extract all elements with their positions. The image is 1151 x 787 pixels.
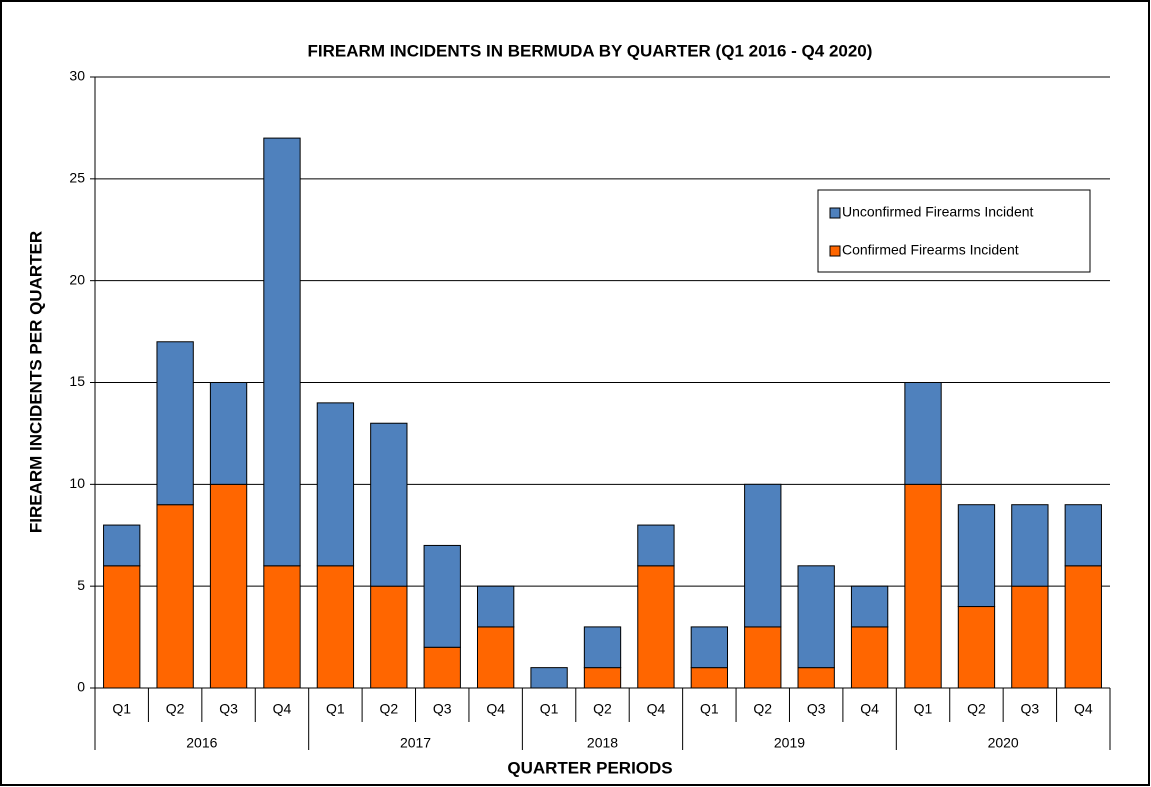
bar-segment xyxy=(637,524,675,567)
x-tick-label: Q3 xyxy=(433,701,452,717)
bar-segment xyxy=(370,585,408,689)
bar-segment xyxy=(637,565,675,689)
bar-segment xyxy=(904,382,942,485)
bar-segment xyxy=(690,667,729,689)
bar-segment xyxy=(530,667,568,689)
bar-segment xyxy=(103,524,141,567)
x-tick-label: Q2 xyxy=(166,701,185,717)
bar-segment xyxy=(583,667,622,689)
bar-segment xyxy=(263,137,301,567)
bar-segment xyxy=(744,626,782,689)
bar-segment xyxy=(1064,504,1102,567)
x-tick-label: Q2 xyxy=(379,701,398,717)
x-tick-label: Q1 xyxy=(112,701,131,717)
bar-segment xyxy=(1064,565,1102,689)
x-tick-label: Q1 xyxy=(700,701,719,717)
bar-segment xyxy=(209,382,248,485)
bar-segment xyxy=(850,626,889,689)
x-tick-label: Q3 xyxy=(1021,701,1040,717)
x-tick-label: Q3 xyxy=(219,701,238,717)
bar-segment xyxy=(476,585,515,628)
x-tick-label: Q2 xyxy=(753,701,772,717)
bar-segment xyxy=(744,483,782,628)
bar-segment xyxy=(316,402,355,567)
bar-segment xyxy=(316,565,355,689)
y-tick-label: 5 xyxy=(77,577,85,593)
bar-segment xyxy=(957,504,996,608)
bar-segment xyxy=(263,565,301,689)
bar-segment xyxy=(850,585,889,628)
group-label: 2018 xyxy=(587,735,618,751)
x-tick-label: Q2 xyxy=(967,701,986,717)
bar-segment xyxy=(423,646,461,689)
legend: Unconfirmed Firearms Incident Confirmed F… xyxy=(817,189,1091,273)
x-axis-title: QUARTER PERIODS xyxy=(507,758,672,777)
x-tick-label: Q4 xyxy=(1074,701,1093,717)
x-tick-label: Q4 xyxy=(273,701,292,717)
bar-segment xyxy=(103,565,141,689)
x-tick-label: Q1 xyxy=(914,701,933,717)
y-tick-label: 30 xyxy=(69,68,85,84)
bar-segment xyxy=(209,483,248,689)
bar-segment xyxy=(583,626,622,669)
group-label: 2020 xyxy=(988,735,1019,751)
legend-swatch xyxy=(829,245,841,257)
y-tick-label: 25 xyxy=(69,170,85,186)
legend-label: Unconfirmed Firearms Incident xyxy=(842,204,1034,220)
x-tick-label: Q4 xyxy=(647,701,666,717)
x-tick-label: Q2 xyxy=(593,701,612,717)
bar-segment xyxy=(904,483,942,689)
chart-title: FIREARM INCIDENTS IN BERMUDA BY QUARTER … xyxy=(308,41,873,60)
bar-segment xyxy=(156,341,194,506)
bar-segment xyxy=(797,565,835,669)
x-tick-label: Q1 xyxy=(540,701,559,717)
y-tick-label: 20 xyxy=(69,271,85,287)
bar-segment xyxy=(690,626,729,669)
x-tick-label: Q3 xyxy=(807,701,826,717)
y-tick-label: 10 xyxy=(69,475,85,491)
bar-segment xyxy=(370,422,408,587)
y-axis-title: FIREARM INCIDENTS PER QUARTER xyxy=(26,231,45,533)
group-label: 2016 xyxy=(186,735,217,751)
x-tick-label: Q1 xyxy=(326,701,345,717)
bar-segment xyxy=(1011,585,1049,689)
bar-segment xyxy=(476,626,515,689)
group-label: 2019 xyxy=(774,735,805,751)
bar-segment xyxy=(957,606,996,689)
bar-segment xyxy=(797,667,835,689)
legend-label: Confirmed Firearms Incident xyxy=(842,242,1019,258)
y-tick-label: 0 xyxy=(77,679,85,695)
bar-segment xyxy=(423,544,461,648)
y-tick-label: 15 xyxy=(69,373,85,389)
bar-segment xyxy=(1011,504,1049,587)
bar-segment xyxy=(156,504,194,689)
group-label: 2017 xyxy=(400,735,431,751)
legend-swatch xyxy=(829,207,841,219)
x-tick-label: Q4 xyxy=(860,701,879,717)
legend-box xyxy=(817,189,1091,273)
x-tick-label: Q4 xyxy=(486,701,505,717)
